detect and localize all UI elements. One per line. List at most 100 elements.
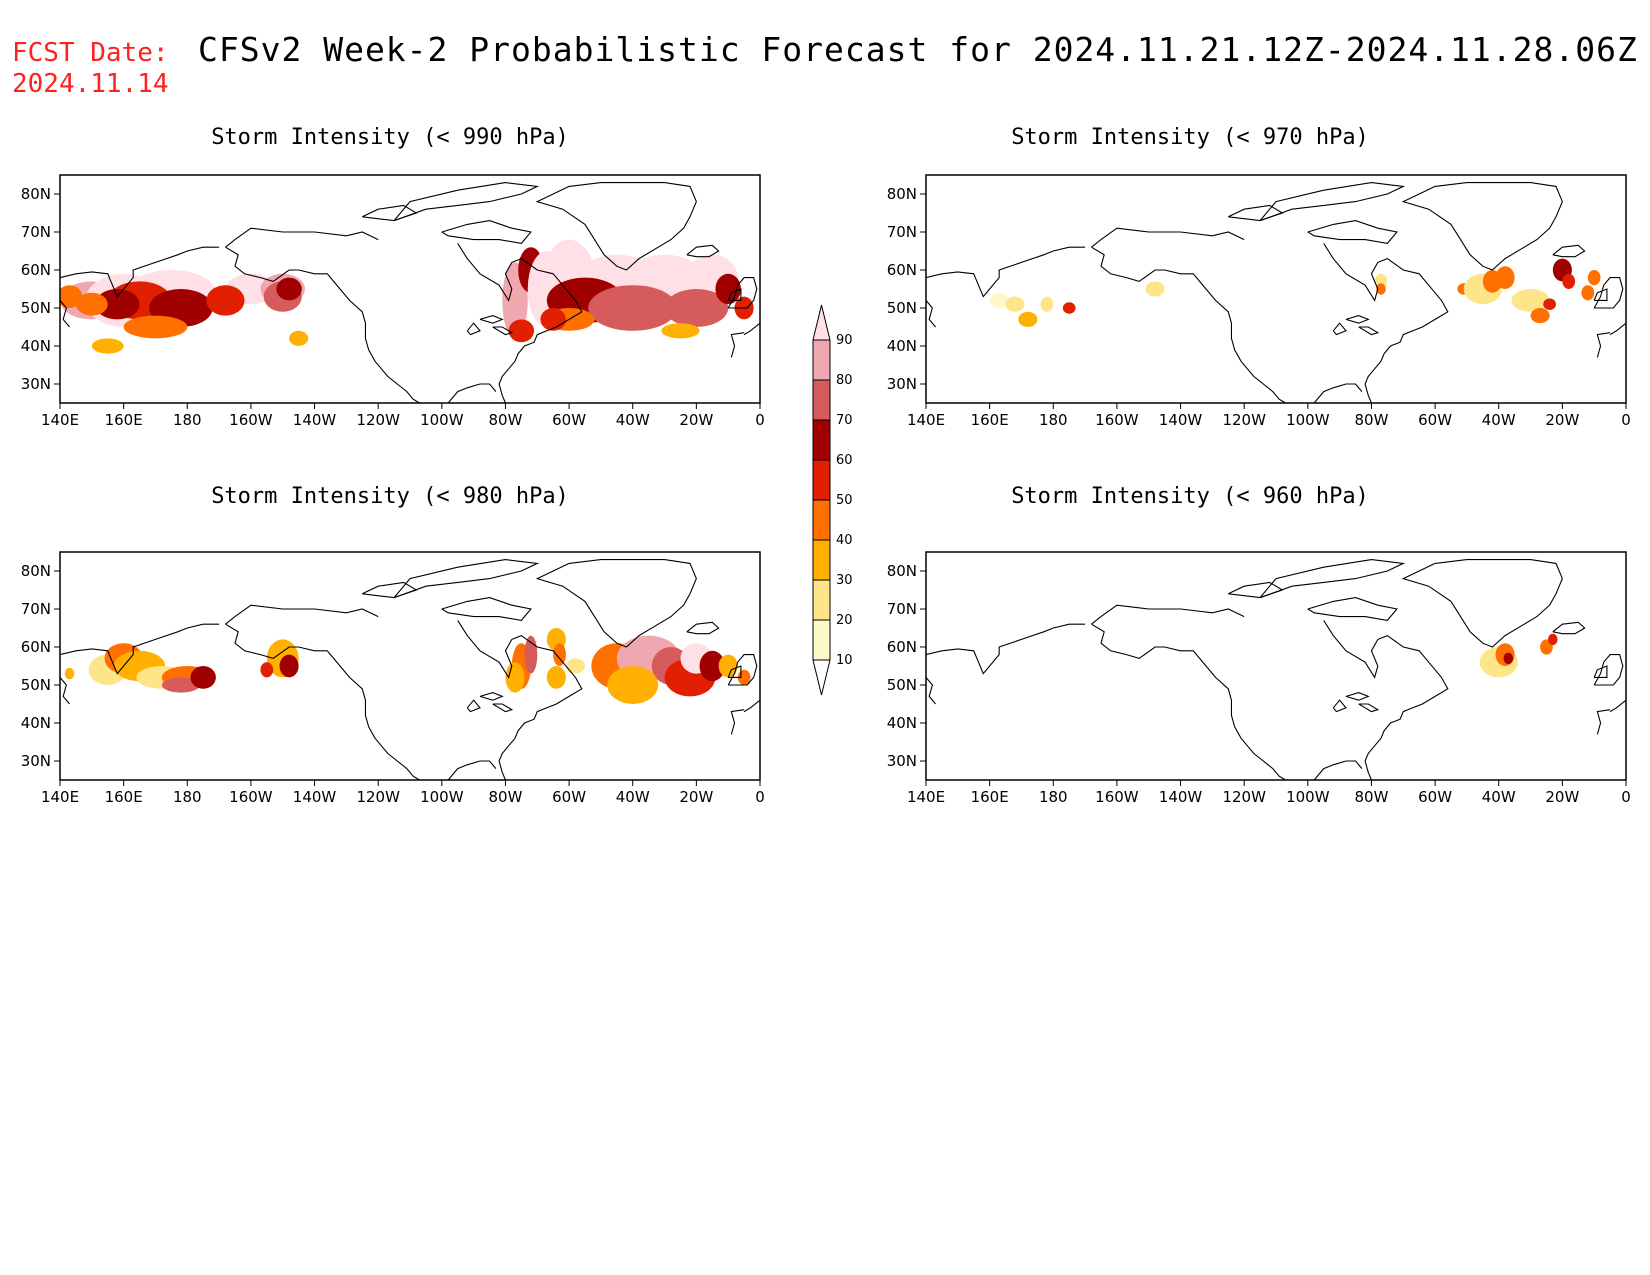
coastline <box>1332 699 1347 713</box>
fcst-date-block: FCST Date: 2024.11.14 <box>12 38 169 100</box>
probability-patch <box>260 662 274 678</box>
coastline <box>1401 182 1563 271</box>
colorbar-segment <box>812 539 831 581</box>
probability-patch <box>699 650 725 682</box>
lon-tick-label: 140W <box>1159 411 1203 429</box>
probability-patch <box>546 666 566 689</box>
lon-tick-label: 0 <box>755 788 765 806</box>
main-title: CFSv2 Week-2 Probabilistic Forecast for … <box>198 30 1638 69</box>
coastline <box>743 322 760 336</box>
coastline <box>479 692 504 701</box>
coastline <box>457 243 583 403</box>
probability-patch <box>1548 633 1558 646</box>
lon-tick-label: 40W <box>616 788 650 806</box>
map-panel-p970: 140E 160E 180 160W 140W 120W 100W 80W 60W 40W 20W 0… <box>887 174 1631 429</box>
lat-tick-label: 40N <box>21 714 51 732</box>
coastline <box>60 246 220 298</box>
lon-tick-label: 160E <box>971 411 1009 429</box>
colorbar-label: 20 <box>836 613 853 628</box>
lon-tick-label: 80W <box>488 411 522 429</box>
probability-patch <box>565 658 585 674</box>
coastline <box>1323 243 1449 403</box>
probability-patch <box>64 667 75 680</box>
lat-tick-label: 60N <box>21 638 51 656</box>
lon-tick-label: 20W <box>1545 411 1579 429</box>
probability-patch <box>161 677 200 693</box>
lon-tick-label: 40W <box>616 411 650 429</box>
lon-tick-label: 100W <box>420 411 464 429</box>
lon-tick-label: 40W <box>1482 788 1516 806</box>
coastline <box>1332 322 1347 336</box>
probability-patch <box>1562 273 1576 289</box>
probability-patch <box>588 285 678 331</box>
colorbar-label: 30 <box>836 573 853 588</box>
coastline <box>730 709 745 735</box>
probability-patch <box>1040 296 1054 312</box>
lon-tick-label: 180 <box>1039 411 1068 429</box>
coastline <box>730 332 745 358</box>
probability-patch <box>1145 281 1165 297</box>
panel-title-980: Storm Intensity (< 980 hPa) <box>211 484 569 509</box>
coastline <box>393 559 540 599</box>
probability-patch <box>989 292 1009 308</box>
colorbar-label: 50 <box>836 493 853 508</box>
coastline <box>1593 665 1608 678</box>
colorbar-label: 40 <box>836 533 853 548</box>
panel-frame <box>59 551 761 781</box>
lat-tick-label: 80N <box>21 185 51 203</box>
coastline <box>1345 315 1370 324</box>
coastline <box>1593 288 1608 301</box>
colorbar-label: 60 <box>836 453 853 468</box>
colorbar-segment <box>812 339 831 381</box>
coastline <box>225 246 420 403</box>
map-panel-p960: 140E 160E 180 160W 140W 120W 100W 80W 60W 40W 20W 0… <box>887 551 1631 806</box>
probability-patch <box>553 643 566 666</box>
lon-tick-label: 140E <box>907 411 945 429</box>
coastline <box>1228 204 1284 222</box>
coastline <box>225 227 379 248</box>
coastline <box>1091 623 1286 780</box>
coastline <box>1596 332 1611 358</box>
coastline <box>727 665 742 678</box>
coastline <box>225 604 379 625</box>
coastline <box>60 623 220 675</box>
probability-patch <box>276 277 302 301</box>
lat-tick-label: 50N <box>21 299 51 317</box>
coastline <box>1228 581 1284 599</box>
coastline <box>362 581 418 599</box>
colorbar-label: 70 <box>836 413 853 428</box>
panel-title-970: Storm Intensity (< 970 hPa) <box>1011 125 1369 150</box>
lon-tick-label: 80W <box>1354 788 1388 806</box>
colorbar-segment <box>812 379 831 421</box>
lon-tick-label: 80W <box>488 788 522 806</box>
probability-patch <box>60 285 83 308</box>
lat-tick-label: 40N <box>887 337 917 355</box>
lon-tick-label: 60W <box>1418 788 1452 806</box>
probability-patch <box>1062 302 1076 314</box>
coastline <box>1259 182 1406 222</box>
panel-title-990: Storm Intensity (< 990 hPa) <box>211 125 569 150</box>
coastline <box>1401 559 1563 648</box>
lat-tick-label: 40N <box>887 714 917 732</box>
lat-tick-label: 30N <box>21 375 51 393</box>
lon-tick-label: 160E <box>971 788 1009 806</box>
colorbar-label: 90 <box>836 333 853 348</box>
lon-tick-label: 140E <box>41 788 79 806</box>
lat-tick-label: 80N <box>21 562 51 580</box>
coastline <box>1091 604 1245 625</box>
probability-patch <box>1376 283 1386 295</box>
map-panel-p980: 140E 160E 180 160W 140W 120W 100W 80W 60W 40W 20W 0… <box>21 551 765 806</box>
coastline <box>447 383 497 403</box>
lon-tick-label: 0 <box>755 411 765 429</box>
probability-patch <box>1503 652 1514 665</box>
probability-patch <box>661 323 700 339</box>
lon-tick-label: 160W <box>1095 411 1139 429</box>
lat-tick-label: 50N <box>887 299 917 317</box>
lat-tick-label: 70N <box>887 600 917 618</box>
coastline <box>60 300 70 328</box>
lat-tick-label: 70N <box>887 223 917 241</box>
lat-tick-label: 80N <box>887 185 917 203</box>
coastline <box>1609 322 1626 336</box>
probability-patch <box>1005 296 1025 312</box>
lat-tick-label: 60N <box>21 261 51 279</box>
